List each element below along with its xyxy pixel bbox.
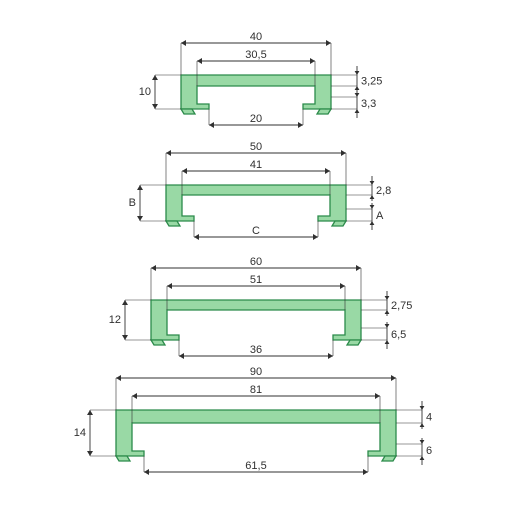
dim-gap-w-3: 61,5 [245,460,266,472]
dim-top-t-1: 2,8 [376,185,391,197]
dim-top-t-2: 2,75 [391,300,412,312]
dim-h-0: 10 [139,86,151,98]
profile-3 [116,410,396,456]
dim-gap-w-2: 36 [250,344,262,356]
profile-1 [166,185,346,221]
dim-inner-w-2: 51 [250,274,262,286]
dim-outer-w-2: 60 [250,256,262,268]
dim-inner-w-1: 41 [250,159,262,171]
dim-h-1: B [129,197,136,209]
dim-inner-w-0: 30,5 [245,49,266,61]
dim-gap-w-1: C [252,225,260,237]
dim-lip-t-0: 3,3 [361,98,376,110]
dim-outer-w-0: 40 [250,31,262,43]
dim-outer-w-1: 50 [250,141,262,153]
dim-gap-w-0: 20 [250,113,262,125]
dim-top-t-3: 4 [426,412,432,424]
profile-0 [181,75,331,109]
dim-lip-t-2: 6,5 [391,329,406,341]
dim-lip-t-3: 6 [426,445,432,457]
dim-outer-w-3: 90 [250,366,262,378]
dim-inner-w-3: 81 [250,384,262,396]
dim-h-2: 12 [109,314,121,326]
profile-2 [151,300,361,340]
dim-h-3: 14 [74,427,86,439]
dim-top-t-0: 3,25 [361,76,382,88]
dim-lip-t-1: A [376,210,384,222]
